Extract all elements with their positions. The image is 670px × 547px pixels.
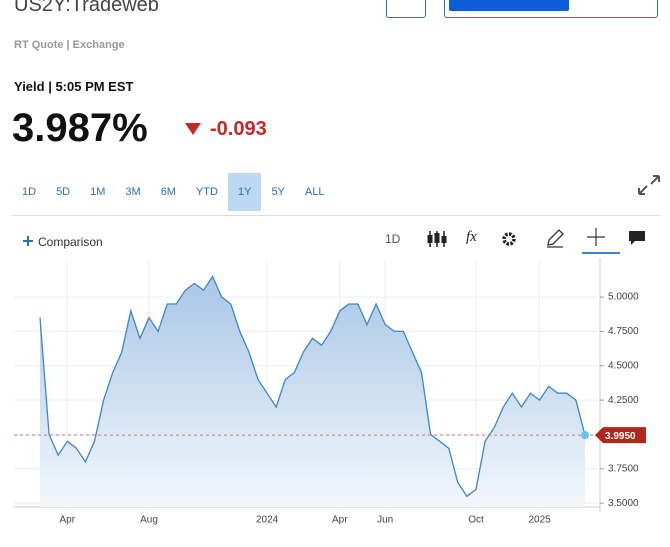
line xyxy=(39,275,586,498)
candle-icon[interactable] xyxy=(426,229,448,249)
y-tick-label: 4.7500 xyxy=(608,326,639,337)
down-arrow xyxy=(185,123,201,135)
x-tick-label: Oct xyxy=(468,515,484,526)
symbol: US2Y:Tradeweb xyxy=(14,0,159,16)
y-tick-label: 4.5000 xyxy=(608,360,639,371)
draw-icon[interactable] xyxy=(545,228,565,248)
x-tick-label: Apr xyxy=(332,515,348,526)
last-value-tag xyxy=(595,427,646,444)
quote-change: -0.093 xyxy=(210,118,267,140)
range-tab[interactable]: 1D xyxy=(22,186,37,198)
range-tabs: 1D 5D 1M 3M 6M YTD 1Y 5Y ALL xyxy=(12,173,334,211)
divider xyxy=(12,215,660,216)
indicator-button[interactable]: fx xyxy=(466,229,477,245)
last-point xyxy=(581,431,589,440)
range-tab[interactable]: 5D xyxy=(56,186,71,198)
x-tick-label: Apr xyxy=(59,515,75,526)
area xyxy=(40,276,585,507)
range-tab[interactable]: YTD xyxy=(195,186,218,198)
last-value-label: 3.9950 xyxy=(605,431,636,442)
button[interactable] xyxy=(444,0,658,18)
range-tab[interactable]: 1M xyxy=(90,186,106,198)
range-tab[interactable]: 6M xyxy=(160,186,176,198)
range-tab[interactable]: 1Y xyxy=(227,173,262,211)
comment-icon[interactable] xyxy=(627,229,647,247)
crosshair-icon[interactable] xyxy=(582,226,620,256)
source: RT Quote | Exchange xyxy=(14,39,125,51)
expand-icon[interactable] xyxy=(636,173,662,197)
x-tick-label: Jun xyxy=(377,515,393,526)
y-tick-label: 4.2500 xyxy=(608,395,639,406)
quote-caption: Yield | 5:05 PM EST xyxy=(14,79,134,94)
x-tick-label: 2025 xyxy=(528,515,551,526)
plus-icon[interactable] xyxy=(22,235,34,247)
range-tab[interactable]: 5Y xyxy=(271,186,285,198)
y-tick-label: 5.0000 xyxy=(608,292,639,303)
x-tick-label: Aug xyxy=(140,515,158,526)
comparison-button[interactable]: Comparison xyxy=(38,235,103,249)
x-tick-label: 2024 xyxy=(256,515,279,526)
button[interactable] xyxy=(386,0,426,18)
y-tick-label: 3.5000 xyxy=(608,498,639,509)
settings-icon[interactable] xyxy=(500,230,518,248)
range-tab[interactable]: ALL xyxy=(304,186,325,198)
range-tab[interactable]: 3M xyxy=(125,186,141,198)
quote-last: 3.987% xyxy=(12,106,148,150)
button-fill xyxy=(449,0,569,11)
y-tick-label: 3.7500 xyxy=(608,463,639,474)
interval-button[interactable]: 1D xyxy=(385,232,401,246)
